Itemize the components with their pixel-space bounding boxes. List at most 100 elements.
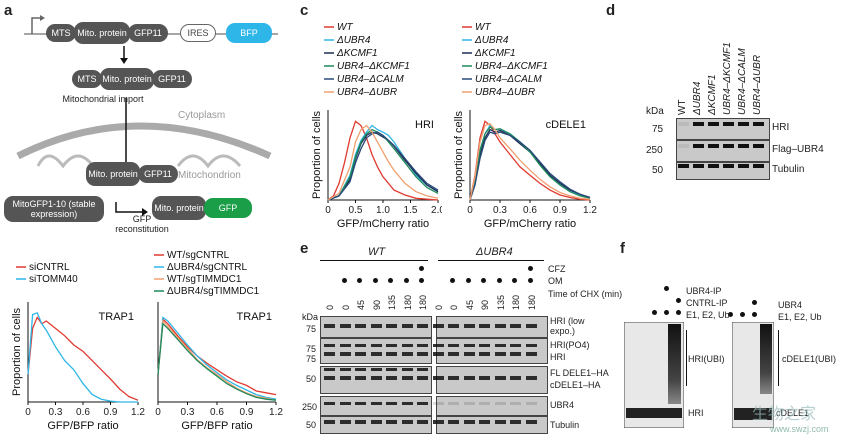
e-band-cdele1: cDELE1–HA	[550, 380, 601, 390]
series-line-5	[327, 124, 439, 201]
om-dot	[357, 278, 362, 283]
e-marker-50b: 50	[306, 420, 317, 430]
f-left-bottom-label: HRI	[688, 408, 704, 418]
y-axis-label: Proportion of cells	[453, 110, 465, 199]
legend-entry: UBR4–ΔCALM	[337, 74, 404, 85]
e-band	[510, 420, 521, 424]
e-marker-75a: 75	[306, 324, 317, 334]
e-band	[510, 376, 521, 380]
e-band	[494, 420, 506, 424]
inner-mito-protein: Mito. protein	[86, 162, 140, 186]
e-blot-hri-wt	[320, 338, 432, 364]
x-axis-label: GFP/BFP ratio	[47, 420, 118, 432]
e-band	[525, 420, 537, 424]
chart-c-right: 0 0.3 0.6 0.9 1.2 cDELE1 GFP/mCherry ratio Prop…	[453, 22, 597, 230]
e-band	[370, 402, 382, 405]
series-line-5	[469, 123, 591, 201]
e-band	[525, 324, 537, 328]
legend-entry: WT	[475, 22, 491, 33]
x-tick-label: 1.0	[376, 205, 390, 216]
e-band	[479, 420, 490, 424]
series-line-2	[157, 319, 277, 401]
chart-title: HRI	[415, 119, 434, 131]
cytoplasm-label: Cytoplasm	[178, 110, 226, 121]
time-label: 180	[402, 294, 413, 310]
e-band	[510, 324, 521, 328]
e-kda: kDa	[302, 312, 319, 322]
legend-entry: UBR4–ΔCALM	[475, 74, 542, 85]
time-label: 45	[464, 299, 475, 310]
x-axis-label: GFP/mCherry ratio	[337, 218, 429, 230]
series-line-3	[469, 126, 591, 201]
e-band	[432, 420, 444, 424]
e-band	[510, 344, 521, 347]
reconstitution-arrow-icon	[115, 202, 148, 216]
x-tick-label: 0	[467, 205, 473, 216]
e-band	[355, 344, 366, 347]
time-label: 180	[418, 294, 428, 310]
d-lane-label-1: ΔUBR4	[692, 81, 703, 115]
x-axis-label: GFP/mCherry ratio	[484, 218, 576, 230]
e-band	[339, 420, 351, 424]
f-row-ubr4: UBR4	[778, 300, 803, 310]
x-tick-label: 1.2	[131, 407, 145, 418]
e-band	[324, 376, 335, 380]
chart-a-left: 0 0.3 0.6 0.9 1.2 TRAP1 GFP/BFP ratio Proportio…	[11, 262, 145, 432]
chart-title: TRAP1	[237, 311, 272, 323]
e-band	[525, 376, 537, 380]
f-dot	[676, 310, 681, 315]
x-tick-label: 0.9	[553, 205, 567, 216]
f-right-blot-label: cDELE1(UBI)	[782, 354, 837, 364]
f-dot	[664, 310, 669, 315]
time-label: 0	[325, 304, 335, 310]
series-line-4	[327, 131, 439, 201]
e-band	[401, 376, 413, 380]
e-band	[324, 324, 335, 328]
e-marker-75b: 75	[306, 344, 317, 354]
om-dot	[341, 278, 347, 283]
e-band	[479, 376, 490, 380]
e-band	[401, 420, 413, 424]
e-band	[386, 376, 397, 380]
e-time-labels: 0 0 45 90 135 180 180 0 0 45 90 135 180 180	[320, 292, 546, 314]
construct-bfp: BFP	[226, 23, 272, 43]
e-band	[417, 324, 428, 328]
series-line-1	[157, 316, 277, 400]
d-lane-label-4: UBR4–ΔCALM	[737, 48, 748, 115]
e-band-ubr4: UBR4	[550, 400, 575, 410]
chart-c-left: 0 0.5 1.0 1.5 2.0 HRI GFP/mCherry ratio Proport…	[311, 22, 442, 230]
x-tick-label: 1.2	[583, 205, 597, 216]
x-tick-label: 0.9	[104, 407, 118, 418]
e-band	[355, 352, 366, 356]
e-blot-dele1-ko	[436, 366, 548, 394]
construct-gfp11: GFP11	[128, 24, 168, 42]
e-band	[339, 376, 351, 380]
d-band-flag-ubr4: Flag–UBR4	[772, 144, 824, 155]
e-treatment-dots	[320, 262, 546, 292]
legend-entry: ΔKCMF1	[336, 48, 378, 59]
f-dot	[652, 310, 657, 315]
e-band	[339, 352, 351, 356]
f-left-bracket	[686, 330, 687, 386]
e-band	[432, 352, 444, 356]
e-band	[386, 324, 397, 328]
d-marker-75: 75	[652, 124, 664, 135]
d-band	[738, 144, 749, 148]
panel-letter-f: f	[620, 240, 625, 257]
e-band	[432, 402, 444, 405]
d-lane-label-0: WT	[677, 99, 688, 115]
e-blot-ubr4-wt	[320, 396, 432, 416]
legend-entry: UBR4–ΔUBR	[337, 87, 397, 98]
e-band	[355, 368, 366, 371]
d-band-hri: HRI	[772, 122, 790, 133]
construct-mts: MTS	[46, 24, 76, 42]
x-tick-label: 0.6	[76, 407, 90, 418]
e-band	[370, 368, 382, 371]
f-treatment-dots	[620, 286, 850, 326]
cfz-dot	[527, 266, 533, 271]
mts-label: MTS	[72, 70, 102, 88]
e-band	[386, 368, 397, 371]
om-dot	[512, 278, 517, 283]
om-dot	[481, 278, 486, 283]
legend-entry: WT/sgTIMMDC1	[167, 274, 242, 285]
